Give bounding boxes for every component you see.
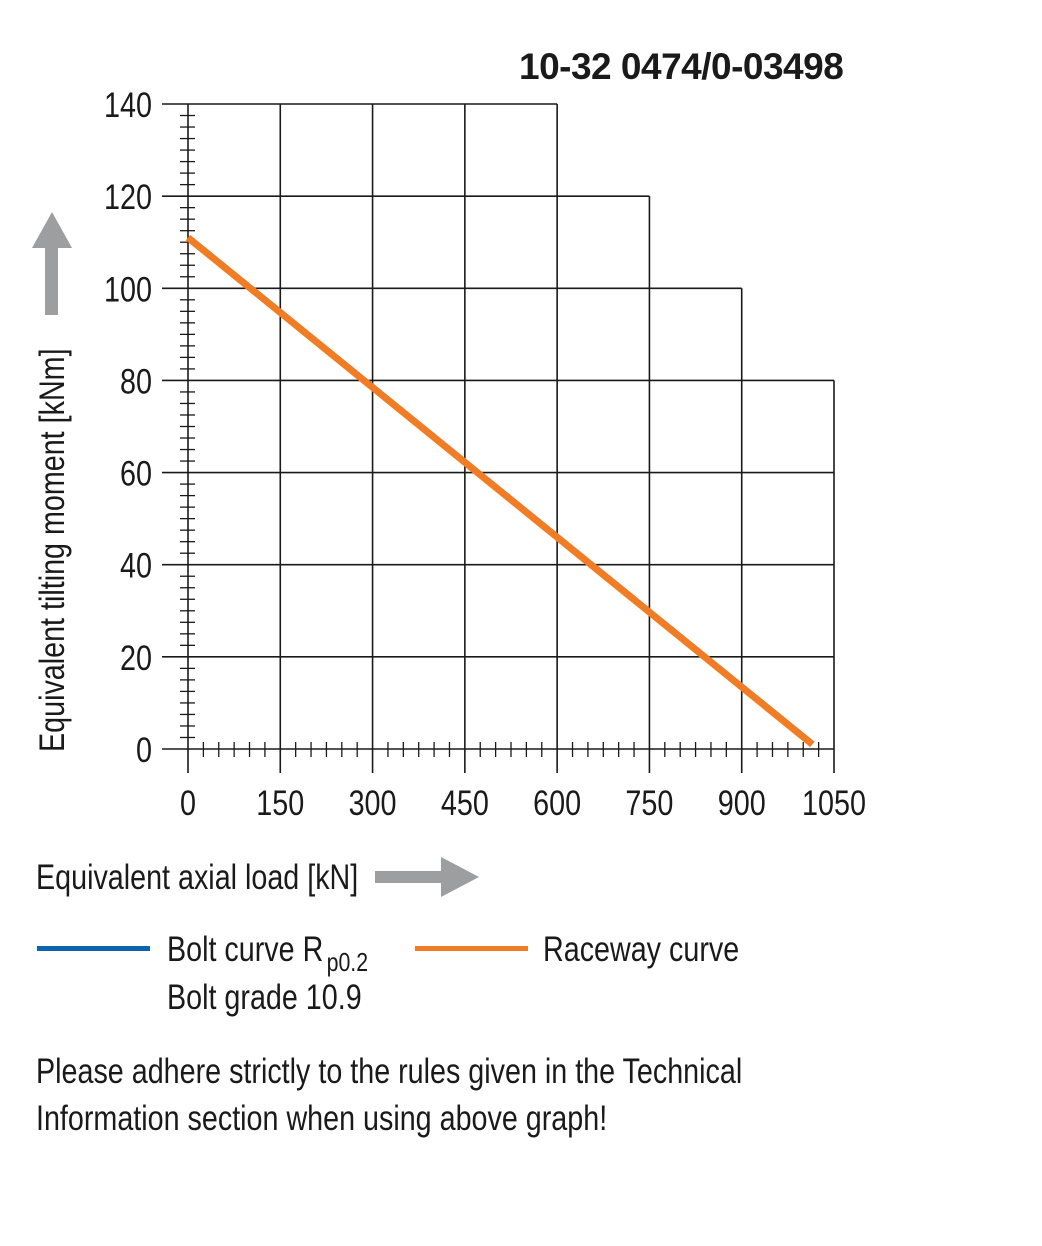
y-axis-arrow-icon: [32, 212, 72, 315]
y-axis-label: Equivalent tilting moment [kNm]: [33, 348, 72, 752]
y-tick-label-60: 60: [120, 455, 152, 494]
legend-bolt-grade: Bolt grade 10.9: [167, 978, 362, 1017]
y-tick-label-20: 20: [120, 639, 152, 678]
chart-grid: [162, 103, 835, 773]
legend-swatch-raceway-curve: [415, 946, 528, 951]
y-tick-label-100: 100: [104, 270, 152, 309]
series-line-raceway-curve: [185, 234, 815, 748]
axis-arrows: [32, 212, 479, 897]
legend-label-raceway-curve: Raceway curve: [543, 930, 740, 969]
legend-swatch-bolt-curve: [37, 946, 150, 951]
x-tick-label-150: 150: [256, 784, 304, 823]
y-tick-label-0: 0: [136, 731, 152, 770]
x-tick-label-600: 600: [533, 784, 581, 823]
legend-bolt-curve-subscript: p0.2: [326, 947, 369, 977]
x-tick-label-450: 450: [441, 784, 489, 823]
x-tick-label-1050: 1050: [802, 784, 866, 823]
x-tick-label-750: 750: [625, 784, 673, 823]
legend-bolt-curve-text: Bolt curve R: [167, 930, 324, 969]
chart-series: [185, 234, 815, 748]
y-tick-label-120: 120: [104, 178, 152, 217]
x-axis-label: Equivalent axial load [kN]: [36, 858, 359, 897]
y-tick-label-140: 140: [104, 86, 152, 125]
chart-code: 10-32 0474/0-03498: [519, 46, 844, 87]
axis-tick-labels: 0 20 40 60 80 100 120 140 0 150 300 450 600 750 900 105…: [104, 86, 866, 823]
usage-note-line-2: Information section when using above gra…: [36, 1099, 608, 1138]
x-tick-label-300: 300: [349, 784, 397, 823]
y-tick-label-80: 80: [120, 362, 152, 401]
usage-note: Please adhere strictly to the rules give…: [36, 1048, 742, 1142]
axis-ticks: [180, 114, 820, 757]
x-tick-label-900: 900: [718, 784, 766, 823]
y-tick-label-40: 40: [120, 547, 152, 586]
x-axis-arrow-icon: [375, 857, 479, 897]
usage-note-line-1: Please adhere strictly to the rules give…: [36, 1052, 743, 1091]
x-tick-label-0: 0: [180, 784, 196, 823]
